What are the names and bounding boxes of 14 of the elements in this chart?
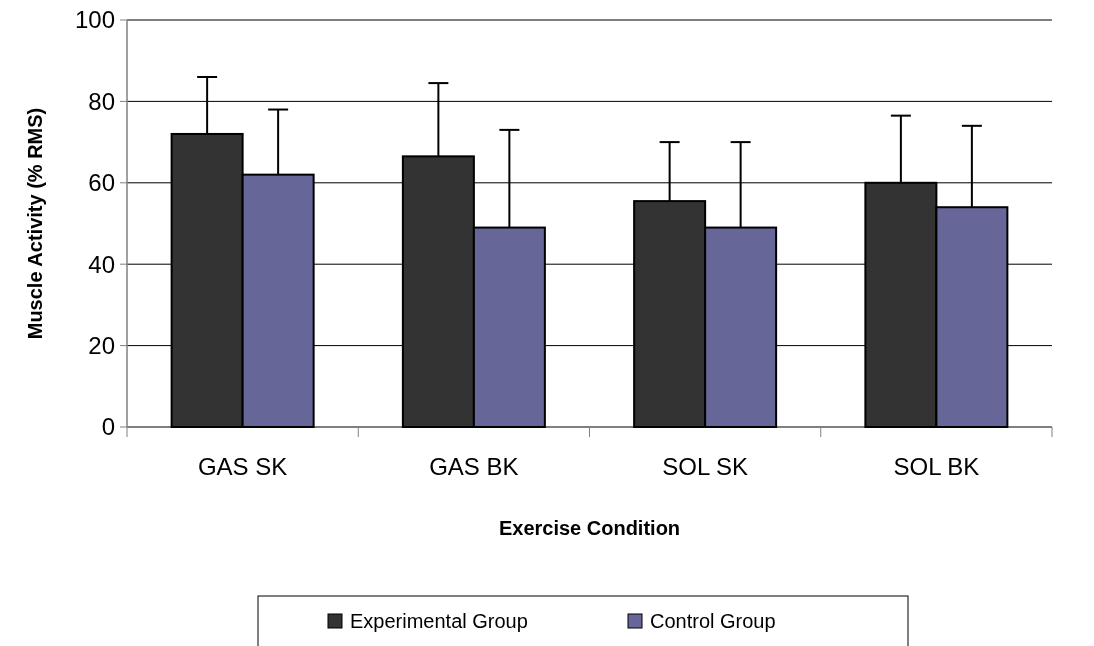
y-tick-label: 20 bbox=[88, 332, 115, 359]
legend-label: Experimental Group bbox=[350, 610, 528, 632]
y-tick-label: 80 bbox=[88, 87, 115, 115]
y-tick-label: 40 bbox=[88, 250, 115, 278]
legend-label: Control Group bbox=[650, 610, 776, 632]
y-tick-label: 0 bbox=[101, 413, 115, 441]
y-tick-label: 60 bbox=[88, 169, 115, 197]
x-tick-label: SOL SK bbox=[662, 453, 749, 480]
x-tick-label: SOL BK bbox=[893, 453, 980, 480]
x-axis-title: Exercise Condition bbox=[498, 517, 681, 539]
x-tick-label: GAS SK bbox=[197, 453, 288, 480]
x-tick-label: GAS BK bbox=[429, 453, 519, 480]
y-tick-label: 100 bbox=[74, 6, 115, 34]
y-axis-title: Muscle Activity (% RMS) bbox=[24, 107, 46, 340]
